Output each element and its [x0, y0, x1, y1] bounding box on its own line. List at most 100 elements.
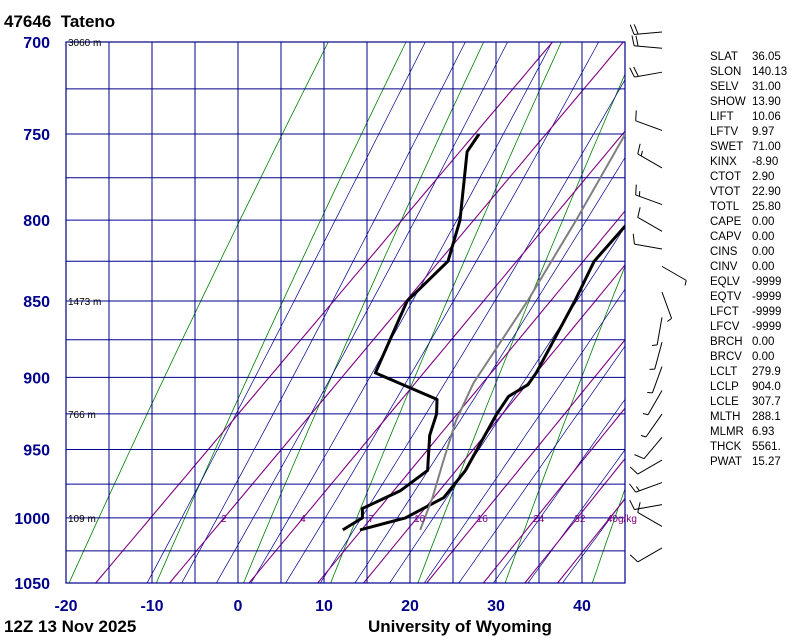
wind-barb-flag [629, 554, 639, 563]
mixing-ratio-line [316, 210, 625, 583]
pressure-tick-label: 750 [23, 127, 50, 144]
index-value: 0.00 [752, 336, 775, 348]
index-value: 31.00 [752, 81, 781, 93]
index-value: 0.00 [752, 261, 775, 273]
index-key: THCK [710, 441, 742, 453]
index-value: 71.00 [752, 141, 781, 153]
wind-barb-flag [635, 35, 639, 47]
pressure-tick-label: 1000 [14, 511, 50, 528]
index-value: 140.13 [752, 66, 788, 78]
index-value: -9999 [752, 321, 782, 333]
height-label: 109 m [68, 514, 96, 525]
index-value: 6.93 [752, 426, 775, 438]
temperature-tick-label: 10 [315, 598, 333, 615]
index-value: 0.00 [752, 351, 775, 363]
index-value: 22.90 [752, 186, 781, 198]
wind-barb [629, 547, 663, 563]
index-key: LFCV [710, 321, 740, 333]
index-key: TOTL [710, 201, 740, 213]
wind-barb-staff [634, 31, 663, 35]
mixing-ratio-label: 24 [533, 514, 545, 525]
index-key: MLTH [710, 411, 741, 423]
mixing-ratio-label: 40g/kg [607, 514, 637, 525]
wind-barb-staff [661, 265, 687, 281]
wind-barb-flag [629, 67, 635, 78]
temperature-tick-label: 40 [573, 598, 591, 615]
index-row: LCLP 904.0 [710, 380, 787, 395]
index-row: CAPE 0.00 [710, 215, 787, 230]
moist-adiabat [146, 42, 426, 583]
index-value: 307.7 [752, 396, 781, 408]
height-label: 766 m [68, 410, 96, 421]
wind-barb [629, 499, 663, 511]
index-row: CAPV 0.00 [710, 230, 787, 245]
wind-barb-half [635, 486, 640, 492]
wind-barb-flag [637, 502, 641, 513]
wind-barb-staff [637, 512, 663, 527]
index-row: CINV 0.00 [710, 260, 787, 275]
wind-barb-flag [635, 110, 637, 121]
index-row: SWET 71.00 [710, 140, 787, 155]
wind-barb [640, 413, 663, 438]
dry-adiabat [155, 42, 407, 583]
index-key: MLMR [710, 426, 744, 438]
wind-barb-staff [654, 342, 663, 370]
temperature-tick-label: -20 [54, 598, 77, 615]
pressure-tick-label: 700 [23, 35, 50, 52]
wind-barb-flag [629, 466, 639, 475]
wind-barb-staff [645, 413, 663, 438]
index-row: TOTL 25.80 [710, 200, 787, 215]
mixing-ratio-line [425, 338, 625, 583]
dry-adiabat [417, 73, 625, 583]
index-key: KINX [710, 156, 737, 168]
wind-barb [649, 342, 663, 370]
index-row: LCLE 307.7 [710, 395, 787, 410]
wind-barb [637, 502, 663, 527]
index-value: 904.0 [752, 381, 781, 393]
moist-adiabat [215, 42, 508, 583]
index-row: SLON 140.13 [710, 65, 787, 80]
index-key: SHOW [710, 96, 746, 108]
wind-barb-flag [629, 24, 635, 35]
mixing-ratio-label: 16 [477, 514, 489, 525]
mixing-ratio-line [482, 407, 625, 583]
height-label: 3060 m [68, 38, 101, 49]
index-row: MLTH 288.1 [710, 410, 787, 425]
index-key: PWAT [710, 456, 742, 468]
index-key: LIFT [710, 111, 734, 123]
index-row: SELV 31.00 [710, 80, 787, 95]
index-key: CINS [710, 246, 738, 258]
wind-barb [629, 24, 663, 35]
mixing-ratio-line [524, 457, 625, 583]
dry-adiabat [243, 42, 485, 583]
index-value: 0.00 [752, 231, 775, 243]
height-label: 1473 m [68, 297, 101, 308]
index-value: 36.05 [752, 51, 781, 63]
mixing-ratio-label: 4 [300, 514, 306, 525]
station-number: 47646 [4, 12, 52, 31]
temperature-profile [359, 223, 625, 532]
data-source: University of Wyoming [368, 617, 552, 636]
index-key: BRCH [710, 336, 743, 348]
index-row: EQTV -9999 [710, 290, 787, 305]
index-key: SELV [710, 81, 739, 93]
index-value: -8.90 [752, 156, 779, 168]
wind-barb-staff [637, 153, 663, 169]
index-row: SHOW 13.90 [710, 95, 787, 110]
wind-barb-flag [634, 454, 645, 460]
index-row: PWAT 15.27 [710, 455, 787, 470]
pressure-tick-label: 800 [23, 213, 50, 230]
index-value: -9999 [752, 276, 782, 288]
index-row: BRCH 0.00 [710, 335, 787, 350]
wind-barb [642, 390, 663, 416]
temperature-tick-label: 0 [234, 598, 243, 615]
wind-barb-staff [651, 366, 663, 394]
temperature-tick-label: 30 [487, 598, 505, 615]
wind-barb-flag [633, 66, 639, 77]
pressure-tick-label: 1050 [14, 576, 50, 593]
index-value: 10.06 [752, 111, 781, 123]
wind-barb [631, 35, 663, 49]
wind-barb-half [651, 344, 658, 347]
observation-time: 12Z 13 Nov 2025 [4, 617, 137, 636]
index-key: CTOT [710, 171, 742, 183]
